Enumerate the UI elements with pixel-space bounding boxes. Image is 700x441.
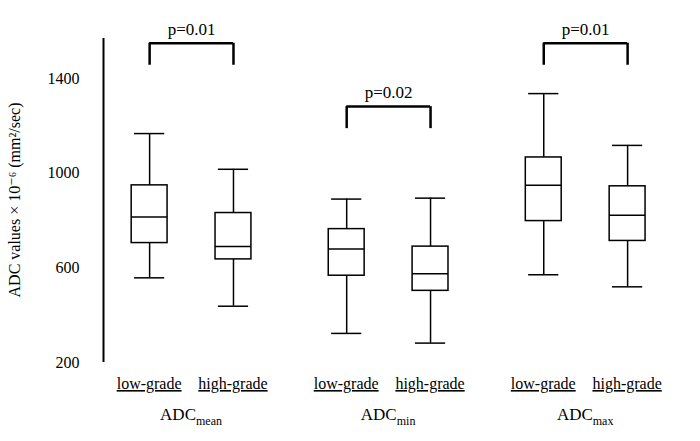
svg-text:ADC values × 10⁻⁶ (mm²/sec): ADC values × 10⁻⁶ (mm²/sec) bbox=[6, 103, 24, 298]
svg-text:1000: 1000 bbox=[48, 164, 80, 181]
svg-text:high-grade: high-grade bbox=[592, 375, 661, 393]
svg-text:p=0.01: p=0.01 bbox=[168, 20, 216, 39]
svg-text:ADCmin: ADCmin bbox=[361, 405, 416, 428]
svg-text:p=0.01: p=0.01 bbox=[562, 20, 610, 39]
svg-text:ADCmean: ADCmean bbox=[160, 405, 222, 428]
svg-text:low-grade: low-grade bbox=[511, 375, 576, 393]
svg-text:ADCmax: ADCmax bbox=[557, 405, 614, 428]
svg-text:200: 200 bbox=[56, 354, 80, 371]
svg-text:high-grade: high-grade bbox=[395, 375, 464, 393]
svg-text:low-grade: low-grade bbox=[117, 375, 182, 393]
svg-text:p=0.02: p=0.02 bbox=[365, 83, 413, 102]
svg-text:low-grade: low-grade bbox=[314, 375, 379, 393]
svg-text:1400: 1400 bbox=[48, 70, 80, 87]
svg-text:600: 600 bbox=[56, 259, 80, 276]
svg-text:high-grade: high-grade bbox=[198, 375, 267, 393]
